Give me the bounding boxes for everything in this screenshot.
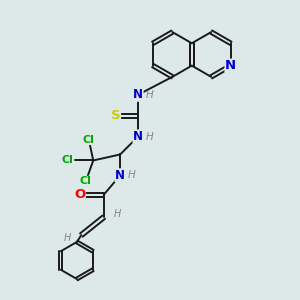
Text: H: H xyxy=(64,233,72,243)
Text: H: H xyxy=(113,209,121,219)
Text: N: N xyxy=(115,169,125,182)
Text: H: H xyxy=(146,90,153,100)
Text: O: O xyxy=(74,188,85,201)
Text: N: N xyxy=(225,59,236,72)
Text: Cl: Cl xyxy=(62,155,74,166)
Text: H: H xyxy=(128,170,135,180)
Text: Cl: Cl xyxy=(80,176,92,186)
Text: S: S xyxy=(111,109,121,122)
Text: Cl: Cl xyxy=(83,134,95,145)
Text: N: N xyxy=(133,88,143,101)
Text: H: H xyxy=(146,132,153,142)
Text: N: N xyxy=(133,130,143,143)
